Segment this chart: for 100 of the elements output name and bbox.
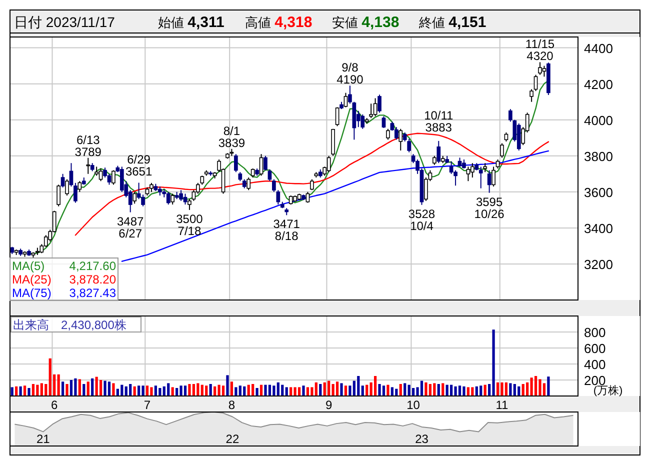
bar [390, 387, 394, 396]
bar [188, 384, 191, 396]
bar [433, 383, 436, 396]
candlestick [369, 103, 373, 119]
y-tick-label: 4400 [584, 40, 613, 56]
bar [382, 386, 386, 396]
bar [454, 386, 457, 396]
bar [314, 382, 318, 396]
candlestick [378, 94, 382, 114]
bar [366, 384, 368, 396]
bar [154, 386, 158, 396]
bar [462, 386, 466, 396]
y-tick-label: 4200 [584, 76, 613, 92]
y-axis-title: (万株) [593, 384, 623, 397]
bar [95, 376, 98, 396]
bar [252, 384, 254, 396]
x-tick-label: 23 [415, 432, 429, 446]
bar [480, 386, 482, 396]
bar [306, 387, 310, 396]
bar [336, 382, 339, 396]
bar [104, 380, 106, 396]
x-tick-label: 22 [226, 432, 240, 446]
annotation: 出来高 2,430,800株 [13, 318, 126, 332]
chart-title: 日付 2023/11/17 [14, 14, 116, 30]
bar [340, 383, 343, 396]
candlestick [132, 191, 136, 204]
candlestick [516, 122, 521, 151]
candlestick [432, 155, 436, 166]
bar [200, 384, 204, 396]
bar [442, 383, 444, 396]
bar [471, 387, 474, 396]
bar [466, 387, 470, 396]
candlestick [344, 92, 348, 108]
candlestick [238, 172, 242, 182]
candlestick [288, 195, 293, 206]
bar [61, 382, 64, 396]
candlestick [60, 173, 65, 188]
candlestick [326, 155, 331, 173]
bar [408, 384, 410, 396]
y-tick-label: 3200 [584, 256, 613, 272]
bar [496, 382, 500, 396]
bar [86, 382, 90, 396]
bar [378, 384, 381, 396]
candlestick [483, 162, 488, 173]
bar [234, 387, 238, 396]
bar [238, 386, 242, 396]
y-tick-label: 400 [584, 357, 606, 372]
bar [547, 376, 550, 396]
bar [230, 382, 234, 396]
bar [428, 384, 432, 396]
bar [36, 384, 39, 396]
x-tick-label: 8 [228, 398, 236, 412]
candlestick [466, 166, 470, 182]
bar [99, 380, 102, 396]
bar [205, 386, 208, 396]
bar [78, 379, 81, 396]
bar [256, 388, 258, 396]
text: MA(75) [12, 286, 52, 300]
candlestick [534, 74, 538, 92]
y-tick-label: 3400 [584, 220, 613, 236]
bar [74, 378, 77, 396]
bar [344, 386, 348, 396]
bar [112, 383, 115, 396]
bar [66, 384, 68, 396]
candlestick [373, 98, 378, 117]
candlestick [504, 132, 508, 142]
bar [386, 384, 390, 396]
annotation: 6/29 3651 [125, 152, 152, 179]
candlestick [86, 157, 90, 174]
candlestick [250, 168, 255, 178]
candlestick [538, 62, 542, 76]
bar [538, 379, 542, 396]
candlestick [487, 170, 492, 194]
bar [437, 384, 440, 396]
candlestick [478, 166, 483, 189]
bar [276, 382, 280, 396]
bar [302, 386, 305, 396]
bar [146, 386, 149, 396]
bar [458, 386, 462, 396]
candlestick [74, 182, 78, 204]
bar [137, 386, 140, 396]
candlestick [150, 182, 154, 192]
candlestick [436, 140, 441, 164]
annotation: 9/8 4190 [336, 60, 364, 87]
candlestick [496, 158, 500, 169]
annotation: 6/13 3789 [74, 132, 102, 159]
x-tick-label: 7 [144, 398, 151, 412]
bar [82, 384, 86, 396]
bar [298, 387, 301, 396]
bar [260, 384, 263, 396]
bar [108, 382, 111, 396]
candlestick [65, 178, 69, 196]
bar [522, 384, 524, 396]
bar [209, 384, 212, 396]
bar [150, 387, 153, 396]
candlestick [78, 180, 82, 192]
bar [484, 384, 486, 396]
bar [196, 383, 200, 396]
bar [420, 380, 424, 396]
bar [70, 380, 73, 396]
